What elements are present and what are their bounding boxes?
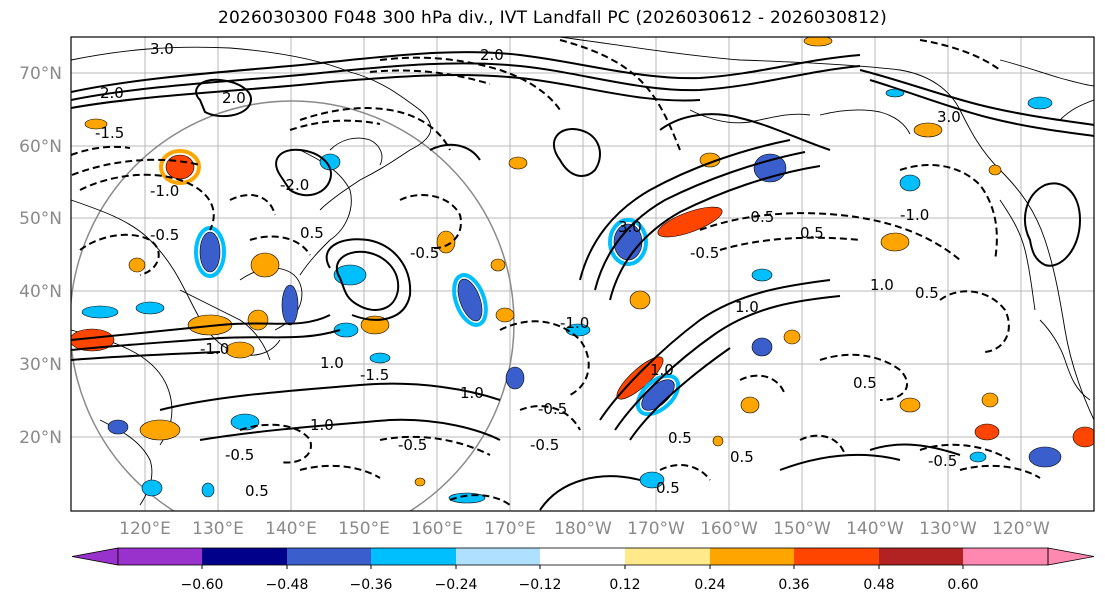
colorbar-tick-label: −0.12 bbox=[519, 577, 562, 593]
svg-text:-0.5: -0.5 bbox=[745, 208, 774, 226]
colorbar-segment bbox=[287, 548, 371, 565]
svg-text:0.5: 0.5 bbox=[853, 374, 877, 392]
lon-label: 140°E bbox=[265, 519, 317, 539]
svg-text:0.5: 0.5 bbox=[668, 429, 692, 447]
svg-text:-1.5: -1.5 bbox=[360, 366, 389, 384]
lon-label: 170°E bbox=[484, 519, 536, 539]
svg-text:0.5: 0.5 bbox=[915, 284, 939, 302]
colorbar-segment bbox=[625, 548, 710, 565]
lat-label: 20°N bbox=[19, 428, 62, 448]
colorbar-extend-min bbox=[71, 547, 119, 566]
svg-text:3.0: 3.0 bbox=[937, 108, 961, 126]
contour-labels: 3.0 2.0 2.0 -1.5 -1.0 -0.5 -1.0 1.0 -1.5… bbox=[95, 40, 961, 500]
svg-text:-0.5: -0.5 bbox=[530, 436, 559, 454]
lon-label: 180°W bbox=[554, 519, 612, 539]
colorbar-segment bbox=[794, 548, 879, 565]
colorbar-segment bbox=[118, 548, 202, 565]
svg-text:0.5: 0.5 bbox=[245, 482, 269, 500]
lon-label: 130°E bbox=[192, 519, 244, 539]
svg-text:-2.0: -2.0 bbox=[280, 176, 309, 194]
positive-contours bbox=[71, 51, 1094, 511]
svg-text:0.5: 0.5 bbox=[730, 448, 754, 466]
colorbar bbox=[71, 547, 1095, 569]
map-title: 2026030300 F048 300 hPa div., IVT Landfa… bbox=[218, 8, 887, 28]
svg-text:1.0: 1.0 bbox=[735, 298, 759, 316]
lat-label: 50°N bbox=[19, 209, 62, 229]
svg-text:-1.0: -1.0 bbox=[560, 314, 589, 332]
lon-label: 150°W bbox=[773, 519, 831, 539]
lon-label: 160°W bbox=[700, 519, 758, 539]
svg-text:-1.0: -1.0 bbox=[150, 182, 179, 200]
shaded-fields bbox=[71, 37, 1094, 504]
landfall-region-circle bbox=[71, 100, 515, 511]
svg-text:1.0: 1.0 bbox=[650, 361, 674, 379]
lon-label: 170°W bbox=[627, 519, 685, 539]
longitude-labels: 120°E 130°E 140°E 150°E 160°E 170°E 180°… bbox=[119, 519, 1050, 539]
colorbar-frame bbox=[117, 547, 1049, 566]
lon-label: 120°W bbox=[992, 519, 1050, 539]
svg-text:3.0: 3.0 bbox=[618, 218, 642, 236]
svg-text:-1.0: -1.0 bbox=[200, 340, 229, 358]
svg-text:-0.5: -0.5 bbox=[538, 400, 567, 418]
svg-text:0.5: 0.5 bbox=[656, 479, 680, 497]
colorbar-tick-label: 0.12 bbox=[609, 577, 640, 593]
colorbar-tick-label: 0.60 bbox=[947, 577, 978, 593]
lon-label: 130°W bbox=[919, 519, 977, 539]
colorbar-tick-label: −0.48 bbox=[266, 577, 309, 593]
colorbar-segment bbox=[456, 548, 540, 565]
negative-contours bbox=[71, 39, 1041, 506]
map-frame bbox=[70, 36, 1095, 512]
svg-text:0.5: 0.5 bbox=[800, 224, 824, 242]
svg-text:-1.0: -1.0 bbox=[900, 206, 929, 224]
svg-text:2.0: 2.0 bbox=[100, 84, 124, 102]
colorbar-segment bbox=[710, 548, 794, 565]
lon-label: 150°E bbox=[338, 519, 390, 539]
svg-text:1.0: 1.0 bbox=[310, 416, 334, 434]
colorbar-segment bbox=[963, 548, 1048, 565]
svg-text:-0.5: -0.5 bbox=[928, 452, 957, 470]
colorbar-tick-label: 0.24 bbox=[694, 577, 725, 593]
svg-text:-0.5: -0.5 bbox=[225, 446, 254, 464]
colorbar-tick-label: −0.36 bbox=[350, 577, 393, 593]
svg-text:0.5: 0.5 bbox=[300, 224, 324, 242]
lat-label: 40°N bbox=[19, 282, 62, 302]
svg-text:-1.5: -1.5 bbox=[95, 124, 124, 142]
lat-label: 30°N bbox=[19, 355, 62, 375]
colorbar-tick-label: 0.36 bbox=[778, 577, 809, 593]
svg-text:2.0: 2.0 bbox=[222, 89, 246, 107]
lon-label: 160°E bbox=[411, 519, 463, 539]
colorbar-segment bbox=[371, 548, 456, 565]
svg-text:-0.5: -0.5 bbox=[410, 244, 439, 262]
colorbar-segment bbox=[202, 548, 287, 565]
svg-text:-0.5: -0.5 bbox=[150, 226, 179, 244]
colorbar-segment bbox=[879, 548, 963, 565]
svg-text:1.0: 1.0 bbox=[870, 276, 894, 294]
svg-text:1.0: 1.0 bbox=[320, 354, 344, 372]
colorbar-tick-label: −0.60 bbox=[181, 577, 224, 593]
colorbar-segment bbox=[540, 548, 625, 565]
svg-text:1.0: 1.0 bbox=[460, 384, 484, 402]
colorbar-tick-label: −0.24 bbox=[435, 577, 478, 593]
svg-text:-0.5: -0.5 bbox=[690, 244, 719, 262]
svg-text:-0.5: -0.5 bbox=[398, 436, 427, 454]
svg-text:3.0: 3.0 bbox=[150, 40, 174, 58]
lon-label: 120°E bbox=[119, 519, 171, 539]
colorbar-extend-max bbox=[1047, 547, 1095, 566]
lat-label: 70°N bbox=[19, 64, 62, 84]
colorbar-labels: −0.60 −0.48 −0.36 −0.24 −0.12 0.12 0.24 … bbox=[181, 577, 979, 593]
svg-text:2.0: 2.0 bbox=[480, 46, 504, 64]
latitude-labels: 70°N 60°N 50°N 40°N 30°N 20°N bbox=[19, 64, 62, 448]
colorbar-tick-label: 0.48 bbox=[863, 577, 894, 593]
lat-label: 60°N bbox=[19, 137, 62, 157]
lon-label: 140°W bbox=[846, 519, 904, 539]
